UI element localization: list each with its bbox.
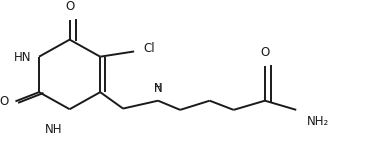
Text: HN: HN bbox=[14, 51, 31, 64]
Text: NH: NH bbox=[45, 123, 62, 136]
Text: NH₂: NH₂ bbox=[307, 115, 330, 128]
Text: O: O bbox=[65, 0, 74, 13]
Text: O: O bbox=[260, 46, 270, 59]
Text: O: O bbox=[0, 95, 9, 108]
Text: N: N bbox=[154, 82, 163, 95]
Text: Cl: Cl bbox=[143, 42, 155, 55]
Text: H: H bbox=[154, 83, 162, 93]
